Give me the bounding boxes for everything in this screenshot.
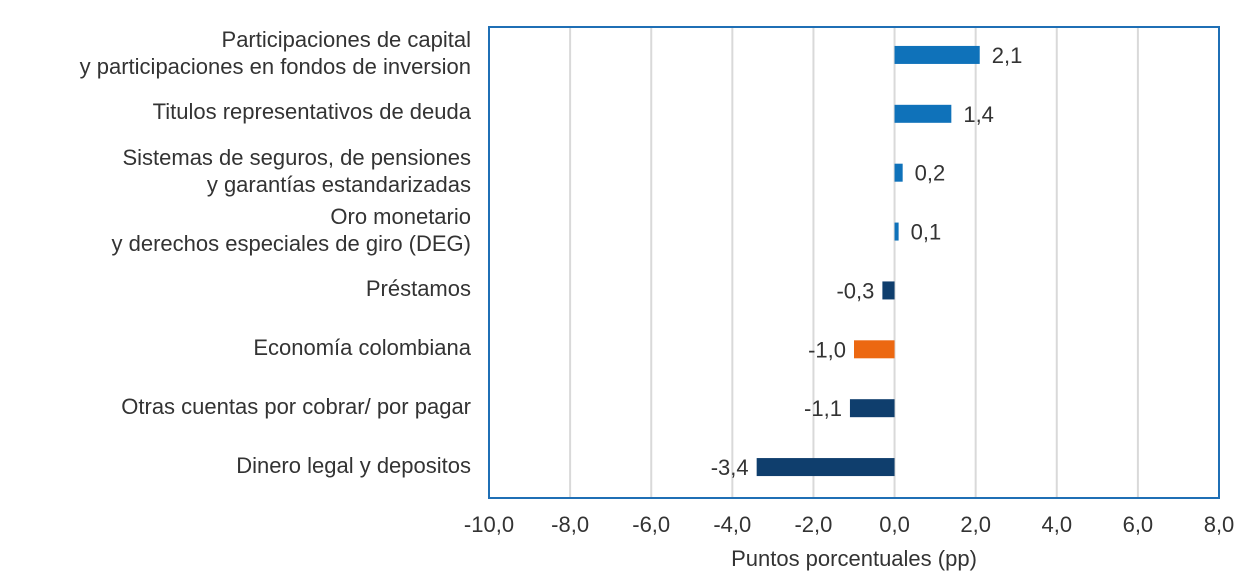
bar [854, 340, 895, 359]
x-axis-title: Puntos porcentuales (pp) [731, 546, 977, 571]
category-label: Titulos representativos de deuda [152, 99, 471, 125]
category-label: Economía colombiana [253, 334, 471, 360]
bar [894, 163, 903, 182]
data-label: -1,0 [808, 337, 846, 362]
x-tick-label: -2,0 [794, 512, 832, 537]
category-label: Otras cuentas por cobrar/ por pagar [121, 393, 471, 419]
category-label: Participaciones de capital y participaci… [79, 26, 471, 79]
x-tick-label: 6,0 [1123, 512, 1154, 537]
bar [894, 45, 980, 64]
x-tick-label: 2,0 [960, 512, 991, 537]
data-label: -1,1 [804, 396, 842, 421]
category-label: Oro monetario y derechos especiales de g… [111, 203, 472, 256]
data-label: 2,1 [992, 43, 1023, 68]
x-tick-label: 8,0 [1204, 512, 1235, 537]
bar [894, 104, 952, 123]
x-tick-label: -6,0 [632, 512, 670, 537]
data-label: 1,4 [963, 102, 994, 127]
bar [849, 399, 895, 418]
x-tick-label: -4,0 [713, 512, 751, 537]
x-tick-label: 4,0 [1041, 512, 1072, 537]
category-label: Sistemas de seguros, de pensiones y gara… [122, 144, 471, 197]
category-label: Préstamos [365, 275, 471, 301]
data-label: 0,2 [915, 161, 946, 186]
plot-frame [488, 26, 1220, 499]
bar [882, 281, 895, 300]
bar [894, 222, 899, 241]
x-tick-label: 0,0 [879, 512, 910, 537]
category-label: Dinero legal y depositos [236, 452, 471, 478]
data-label: 0,1 [911, 220, 942, 245]
x-tick-label: -8,0 [551, 512, 589, 537]
bar [756, 458, 895, 477]
data-label: -3,4 [711, 455, 749, 480]
x-tick-label: -10,0 [464, 512, 514, 537]
data-label: -0,3 [836, 278, 874, 303]
